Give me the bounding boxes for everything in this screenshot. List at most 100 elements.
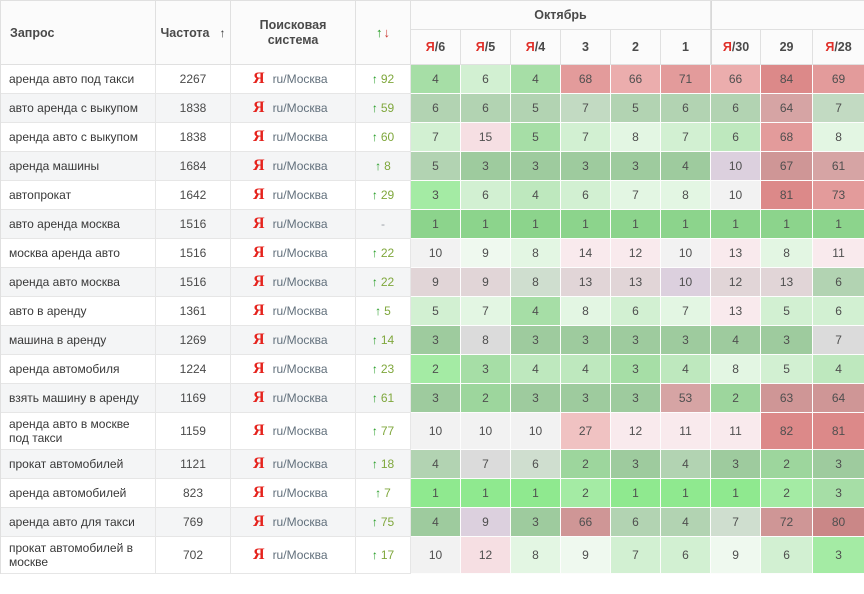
position-cell: 3	[411, 181, 461, 210]
column-header-date[interactable]: Я/30	[711, 30, 762, 65]
position-cell: 10	[711, 152, 762, 181]
query-cell[interactable]: аренда авто с выкупом	[1, 123, 156, 152]
query-cell[interactable]: машина в аренду	[1, 326, 156, 355]
column-header-date[interactable]: 2	[611, 30, 661, 65]
change-cell: ↑ 22	[356, 268, 411, 297]
query-cell[interactable]: аренда авто под такси	[1, 65, 156, 94]
query-cell[interactable]: аренда автомобиля	[1, 355, 156, 384]
position-cell: 8	[511, 239, 561, 268]
query-cell[interactable]: авто аренда москва	[1, 210, 156, 239]
query-cell[interactable]: аренда авто для такси	[1, 508, 156, 537]
column-header-query[interactable]: Запрос	[1, 1, 156, 65]
position-cell: 13	[611, 268, 661, 297]
position-cell: 9	[461, 268, 511, 297]
column-header-date[interactable]: Я/28	[813, 30, 864, 65]
change-cell: ↑ 77	[356, 413, 411, 450]
query-cell[interactable]: аренда автомобилей	[1, 479, 156, 508]
position-cell: 11	[711, 413, 762, 450]
position-cell: 53	[661, 384, 712, 413]
position-cell: 3	[411, 326, 461, 355]
position-cell: 3	[561, 326, 611, 355]
change-value: 23	[380, 362, 395, 376]
position-cell: 5	[611, 94, 661, 123]
column-header-date[interactable]: Я/4	[511, 30, 561, 65]
position-cell: 11	[661, 413, 712, 450]
yandex-icon: Я	[253, 99, 265, 116]
change-value: 14	[380, 333, 395, 347]
position-cell: 6	[561, 181, 611, 210]
region-label: ru/Москва	[272, 391, 328, 405]
query-cell[interactable]: аренда машины	[1, 152, 156, 181]
column-header-search-engine[interactable]: Поисковая система	[231, 1, 356, 65]
column-header-date[interactable]: 29	[761, 30, 814, 65]
position-cell: 1	[661, 479, 712, 508]
change-cell: -	[356, 210, 411, 239]
position-cell: 7	[661, 297, 712, 326]
change-value: 22	[380, 246, 395, 260]
arrow-up-icon: ↑	[371, 333, 378, 347]
yandex-icon: Я	[253, 389, 265, 406]
position-cell: 1	[461, 479, 511, 508]
column-header-date[interactable]: Я/5	[461, 30, 511, 65]
arrow-up-icon: ↑	[371, 548, 378, 562]
change-value: 7	[384, 486, 391, 500]
column-header-date[interactable]: Я/6	[411, 30, 461, 65]
frequency-cell: 2267	[156, 65, 231, 94]
region-label: ru/Москва	[272, 333, 328, 347]
column-header-date[interactable]: 3	[561, 30, 611, 65]
change-cell: ↑ 22	[356, 239, 411, 268]
position-cell: 2	[461, 384, 511, 413]
query-cell[interactable]: прокат автомобилей в москве	[1, 537, 156, 574]
position-cell: 6	[761, 537, 814, 574]
column-header-date[interactable]: 1	[661, 30, 712, 65]
position-cell: 8	[761, 239, 814, 268]
column-header-frequency[interactable]: Частота ↑	[156, 1, 231, 65]
position-cell: 7	[813, 94, 864, 123]
position-cell: 3	[611, 152, 661, 181]
arrow-up-icon: ↑	[371, 391, 378, 405]
query-cell[interactable]: аренда авто в москве под такси	[1, 413, 156, 450]
change-value: 22	[380, 275, 395, 289]
change-cell: ↑ 5	[356, 297, 411, 326]
change-cell: ↑ 7	[356, 479, 411, 508]
position-cell: 12	[611, 413, 661, 450]
query-cell[interactable]: прокат автомобилей	[1, 450, 156, 479]
frequency-cell: 1159	[156, 413, 231, 450]
position-cell: 4	[511, 181, 561, 210]
arrow-up-icon: ↑	[371, 362, 378, 376]
position-cell: 6	[711, 94, 762, 123]
query-cell[interactable]: автопрокат	[1, 181, 156, 210]
position-cell: 2	[761, 479, 814, 508]
query-cell[interactable]: москва аренда авто	[1, 239, 156, 268]
position-cell: 8	[461, 326, 511, 355]
query-cell[interactable]: аренда авто москва	[1, 268, 156, 297]
change-value: 17	[380, 548, 395, 562]
position-cell: 4	[511, 297, 561, 326]
position-cell: 6	[461, 94, 511, 123]
query-header-label: Запрос	[10, 25, 55, 40]
position-cell: 4	[511, 355, 561, 384]
position-cell: 1	[813, 210, 864, 239]
query-cell[interactable]: взять машину в аренду	[1, 384, 156, 413]
position-cell: 3	[611, 384, 661, 413]
month-group-header: Октябрь	[411, 1, 712, 30]
yandex-icon: Я	[253, 513, 265, 530]
query-cell[interactable]: авто в аренду	[1, 297, 156, 326]
frequency-cell: 702	[156, 537, 231, 574]
positions-table: Запрос Частота ↑ Поисковая система ↑↓ Окт…	[0, 0, 864, 574]
frequency-cell: 1516	[156, 268, 231, 297]
position-cell: 4	[711, 326, 762, 355]
column-header-change[interactable]: ↑↓	[356, 1, 411, 65]
position-cell: 6	[813, 297, 864, 326]
yandex-icon: Я	[253, 484, 265, 501]
query-cell[interactable]: авто аренда с выкупом	[1, 94, 156, 123]
position-cell: 9	[461, 508, 511, 537]
position-cell: 1	[411, 210, 461, 239]
